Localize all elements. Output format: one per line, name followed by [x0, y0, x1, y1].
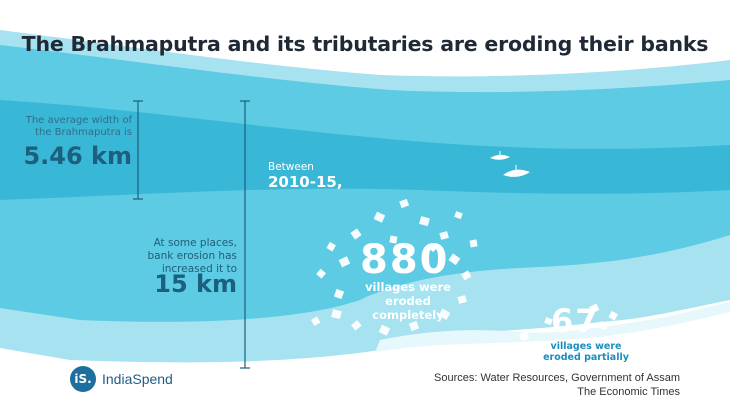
completely-eroded-text-line: completely — [372, 308, 444, 322]
partially-eroded-text: villages were eroded partially — [530, 341, 642, 363]
partially-eroded-count: 67 — [551, 302, 600, 340]
max-width-bracket — [240, 100, 250, 369]
max-width-label-line: increased it to — [161, 263, 237, 275]
completely-eroded-text-line: villages were — [365, 280, 451, 294]
period-value: 2010-15, — [268, 173, 343, 191]
max-width-label: At some places, bank erosion has increas… — [140, 237, 237, 276]
sources-line: The Economic Times — [577, 386, 680, 398]
house-icon — [310, 198, 478, 336]
page-title: The Brahmaputra and its tributaries are … — [21, 32, 709, 56]
brand-name: IndiaSpend — [102, 371, 173, 387]
completely-eroded-text-line: eroded — [385, 294, 431, 308]
boat-icon — [490, 151, 530, 177]
partially-eroded-text-line: eroded partially — [543, 352, 629, 363]
max-width-label-line: At some places, — [153, 237, 237, 249]
brand-logo: iS. — [70, 366, 96, 392]
eroded-bank-edge — [375, 302, 730, 352]
house-icon — [519, 303, 618, 348]
max-width-value: 15 km — [154, 270, 237, 298]
max-width-label-line: bank erosion has — [147, 250, 237, 262]
period-label: Between — [268, 161, 314, 173]
completely-eroded-text: villages were eroded completely — [352, 280, 464, 322]
average-width-band — [0, 100, 730, 200]
sources-line: Sources: Water Resources, Government of … — [434, 372, 680, 384]
completely-eroded-count: 880 — [360, 237, 450, 283]
average-width-bracket — [133, 100, 143, 200]
partially-eroded-text-line: villages were — [550, 341, 622, 352]
average-width-value: 5.46 km — [23, 142, 132, 170]
average-width-label: The average width of the Brahmaputra is — [20, 115, 132, 139]
average-width-label-line: The average width of — [25, 115, 132, 126]
average-width-label-line: the Brahmaputra is — [35, 127, 132, 138]
